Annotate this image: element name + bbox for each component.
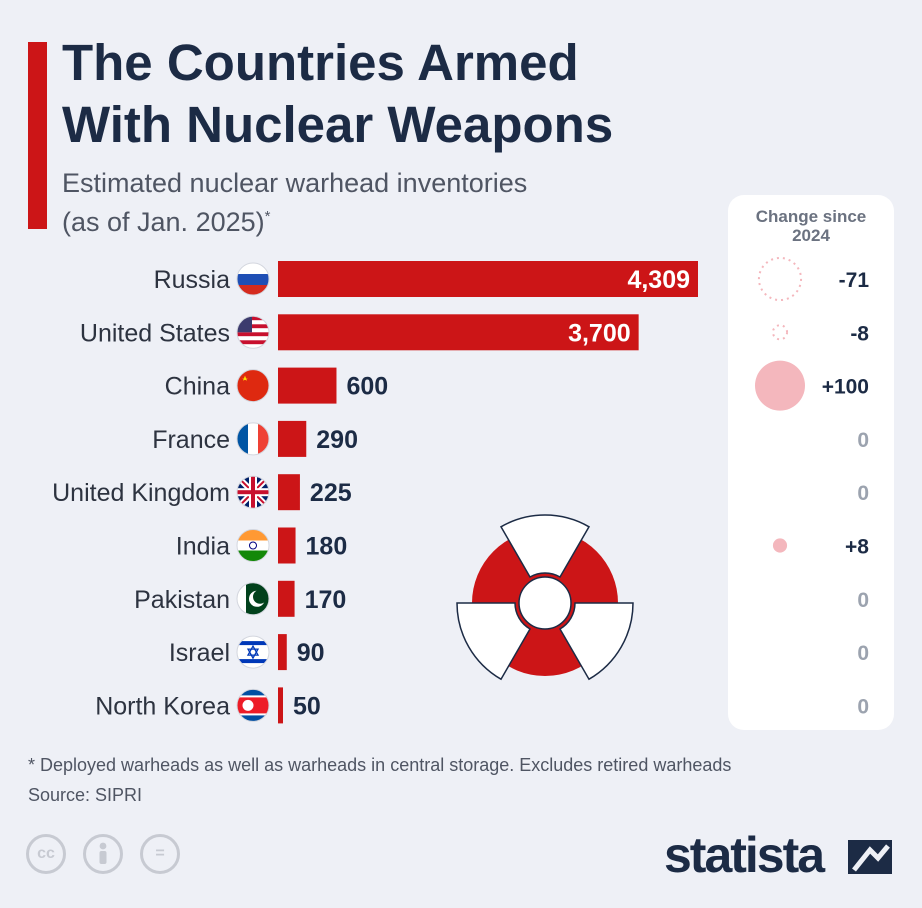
usa-flag-icon: [236, 315, 270, 349]
india-flag-icon: [236, 529, 270, 562]
bar-india: [278, 527, 296, 564]
value-label-pakistan: 170: [305, 586, 347, 614]
bar-israel: [278, 634, 287, 671]
change-panel-header: Change since 2024: [728, 207, 894, 245]
change-label-russia: -71: [839, 269, 870, 292]
statista-logo: statista: [664, 827, 825, 883]
statista-logo-mark-icon: [848, 840, 892, 874]
page-title: The Countries Armed With Nuclear Weapons: [62, 32, 613, 156]
category-label-france: France: [152, 426, 230, 454]
change-label-pakistan: 0: [857, 589, 869, 612]
value-label-israel: 90: [297, 639, 325, 667]
change-label-france: 0: [857, 429, 869, 452]
subtitle-footnote-marker: *: [264, 208, 271, 225]
bar-north-korea: [278, 687, 283, 724]
category-label-united-states: United States: [80, 319, 230, 347]
category-label-india: India: [176, 533, 230, 561]
value-label-china: 600: [346, 373, 388, 401]
north-korea-flag-icon: [236, 688, 270, 722]
value-label-north-korea: 50: [293, 692, 321, 720]
category-label-israel: Israel: [169, 639, 230, 667]
uk-flag-icon: [236, 475, 270, 509]
no-derivatives-icon: =: [140, 834, 180, 874]
china-flag-icon: [236, 369, 270, 403]
category-label-united-kingdom: United Kingdom: [52, 479, 230, 507]
category-label-russia: Russia: [154, 266, 231, 294]
change-bubble-russia: [757, 256, 803, 302]
bar-russia: [278, 261, 698, 297]
bar-united-kingdom: [278, 474, 300, 511]
change-label-india: +8: [845, 536, 869, 559]
subtitle-line-1: Estimated nuclear warhead inventories: [62, 168, 528, 198]
category-label-china: China: [165, 373, 230, 401]
change-bubble-united-states: [771, 324, 789, 341]
bar-chart: Russia 4,309 -71 United States 3,700 -8 China 6…: [52, 256, 870, 724]
change-label-china: +100: [822, 376, 869, 399]
change-label-united-states: -8: [850, 322, 869, 345]
title-accent-bar: [28, 42, 47, 229]
change-bubble-china: [755, 360, 805, 411]
pakistan-flag-icon: [236, 582, 270, 616]
israel-flag-icon: [236, 635, 270, 669]
attribution-icon: [83, 834, 123, 874]
value-label-india: 180: [306, 533, 348, 561]
subtitle-line-2: (as of Jan. 2025): [62, 207, 265, 237]
bar-pakistan: [278, 580, 295, 617]
change-bubble-india: [772, 538, 788, 553]
cc-icon: cc: [26, 834, 66, 874]
change-header-line-2: 2024: [792, 226, 830, 245]
value-label-france: 290: [316, 426, 358, 454]
title-line-2: With Nuclear Weapons: [62, 96, 614, 153]
france-flag-icon: [236, 422, 270, 456]
category-label-north-korea: North Korea: [95, 692, 230, 720]
source-note: Source: SIPRI: [28, 785, 143, 805]
change-header-line-1: Change since: [755, 207, 867, 226]
footnote: * Deployed warheads as well as warheads …: [28, 755, 732, 775]
russia-flag-icon: [236, 262, 270, 296]
category-label-pakistan: Pakistan: [134, 586, 230, 614]
radiation-symbol-icon: [456, 514, 634, 681]
bar-united-states: [278, 314, 639, 351]
change-label-israel: 0: [857, 642, 869, 665]
subtitle: Estimated nuclear warhead inventories (a…: [62, 166, 527, 239]
value-label-russia: 4,309: [627, 266, 690, 294]
title-line-1: The Countries Armed: [62, 34, 579, 91]
value-label-united-kingdom: 225: [310, 479, 352, 507]
change-label-north-korea: 0: [857, 695, 869, 718]
bar-china: [278, 367, 337, 404]
change-label-united-kingdom: 0: [857, 482, 869, 505]
value-label-united-states: 3,700: [568, 319, 631, 347]
bar-france: [278, 420, 307, 457]
change-since-panel: Change since 2024: [728, 195, 894, 730]
